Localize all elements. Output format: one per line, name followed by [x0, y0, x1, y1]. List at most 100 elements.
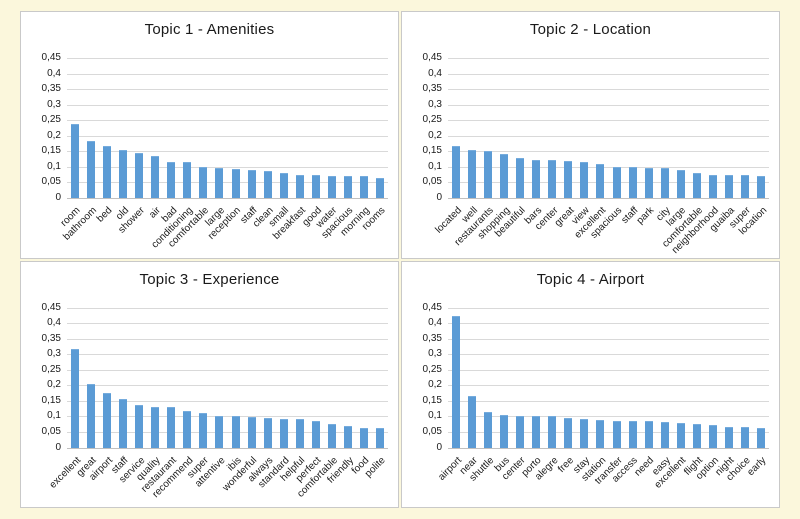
- bar: [311, 420, 320, 448]
- bar: [103, 392, 112, 448]
- y-axis-tick-label: 0,05: [422, 176, 442, 188]
- bar: [375, 427, 384, 448]
- bar: [740, 426, 749, 448]
- y-axis-tick-label: 0,05: [41, 425, 61, 437]
- bar: [644, 168, 653, 198]
- bar: [756, 427, 765, 448]
- y-axis-tick-label: 0,2: [428, 379, 442, 391]
- bar: [119, 398, 128, 448]
- gridline: [448, 104, 769, 106]
- bar: [327, 176, 336, 198]
- chart-panel-topic-4-airport: Topic 4 - Airport 0,45 0,4 0,35 0,3 0,25 0,2 0…: [401, 260, 780, 508]
- y-axis-tick-label: 0,45: [422, 52, 442, 63]
- y-axis-tick-label: 0,4: [428, 317, 442, 329]
- chart-panel-topic-1-amenities: Topic 1 - Amenities 0,45 0,4 0,35 0,3 0,25 0,…: [20, 11, 399, 259]
- bar: [676, 170, 685, 198]
- y-axis-tick-label: 0,45: [422, 301, 442, 313]
- y-axis-tick-label: 0,15: [41, 394, 61, 406]
- bar: [452, 315, 461, 448]
- bar: [263, 417, 272, 448]
- bar: [103, 146, 112, 198]
- bar: [231, 415, 240, 448]
- y-axis-tick-label: 0,2: [428, 129, 442, 141]
- bar: [71, 124, 80, 198]
- y-axis-tick-label: 0,2: [47, 129, 61, 141]
- y-axis-tick-label: 0,25: [422, 363, 442, 375]
- bar: [231, 169, 240, 198]
- gridline: [67, 400, 388, 402]
- gridline: [448, 385, 769, 387]
- gridline: [67, 307, 388, 309]
- gridline: [67, 338, 388, 340]
- y-axis-tick-label: 0,2: [47, 379, 61, 391]
- gridline: [67, 73, 388, 75]
- y-axis-tick-label: 0,05: [422, 425, 442, 437]
- y-axis-tick-label: 0,25: [41, 363, 61, 375]
- x-axis-line: [67, 447, 388, 449]
- bar: [628, 420, 637, 448]
- gridline: [67, 385, 388, 387]
- charts-grid: Topic 1 - Amenities 0,45 0,4 0,35 0,3 0,25 0,…: [20, 11, 780, 508]
- chart-title: Topic 2 - Location: [529, 21, 652, 38]
- gridline: [67, 120, 388, 122]
- gridline: [67, 135, 388, 137]
- y-axis-tick-label: 0: [436, 441, 442, 453]
- bar: [740, 175, 749, 198]
- bar: [215, 168, 224, 198]
- x-axis-label: bed: [95, 205, 115, 225]
- bar: [708, 424, 717, 448]
- bar: [199, 167, 208, 198]
- bar: [375, 178, 384, 198]
- bar: [532, 415, 541, 448]
- gridline: [448, 323, 769, 325]
- bar: [359, 427, 368, 448]
- y-axis-tick-label: 0,1: [47, 410, 61, 422]
- bar: [279, 173, 288, 198]
- y-axis-tick-label: 0,15: [41, 145, 61, 157]
- bar: [628, 167, 637, 198]
- x-axis: located well restaurants shopping beautiful b…: [433, 202, 769, 258]
- bar: [580, 162, 589, 198]
- y-axis-tick-label: 0,45: [41, 301, 61, 313]
- y-axis-tick-label: 0,25: [41, 114, 61, 126]
- bar: [484, 411, 493, 448]
- gridline: [67, 416, 388, 418]
- bar: [295, 175, 304, 198]
- bar: [484, 151, 493, 198]
- plot-area: [67, 307, 388, 449]
- gridline: [67, 166, 388, 168]
- x-axis-label: park: [634, 205, 657, 227]
- x-axis: room bathroom bed old shower air bad conditioni…: [59, 202, 388, 258]
- bar: [500, 154, 509, 198]
- bar: [167, 406, 176, 448]
- bar: [263, 171, 272, 198]
- chart-panel-topic-2-location: Topic 2 - Location 0,45 0,4 0,35 0,3 0,25 0,2…: [401, 11, 780, 259]
- bar: [500, 414, 509, 448]
- y-axis-tick-label: 0,15: [422, 145, 442, 157]
- y-axis: 0,45 0,4 0,35 0,3 0,25 0,2 0,15 0,1 0,05 0: [21, 302, 61, 453]
- bar: [151, 406, 160, 448]
- plot-area: [448, 307, 769, 449]
- x-axis-line: [67, 198, 388, 199]
- gridline: [448, 354, 769, 356]
- y-axis-tick-label: 0,35: [41, 83, 61, 95]
- bar: [548, 160, 557, 198]
- gridline: [448, 338, 769, 340]
- bar: [135, 404, 144, 448]
- gridline: [448, 58, 769, 59]
- bar: [247, 170, 256, 198]
- bar: [295, 418, 304, 448]
- chart-panel-topic-3-experience: Topic 3 - Experience 0,45 0,4 0,35 0,3 0,25 0…: [20, 260, 399, 508]
- gridline: [448, 151, 769, 153]
- bar: [516, 415, 525, 448]
- bar: [612, 420, 621, 448]
- y-axis: 0,45 0,4 0,35 0,3 0,25 0,2 0,15 0,1 0,05 0: [402, 52, 442, 203]
- gridline: [67, 431, 388, 433]
- chart-title: Topic 1 - Amenities: [144, 21, 275, 38]
- y-axis: 0,45 0,4 0,35 0,3 0,25 0,2 0,15 0,1 0,05 0: [402, 302, 442, 453]
- bar: [87, 383, 96, 448]
- y-axis-tick-label: 0,3: [428, 98, 442, 110]
- bar: [612, 167, 621, 198]
- bar: [468, 150, 477, 198]
- gridline: [67, 369, 388, 371]
